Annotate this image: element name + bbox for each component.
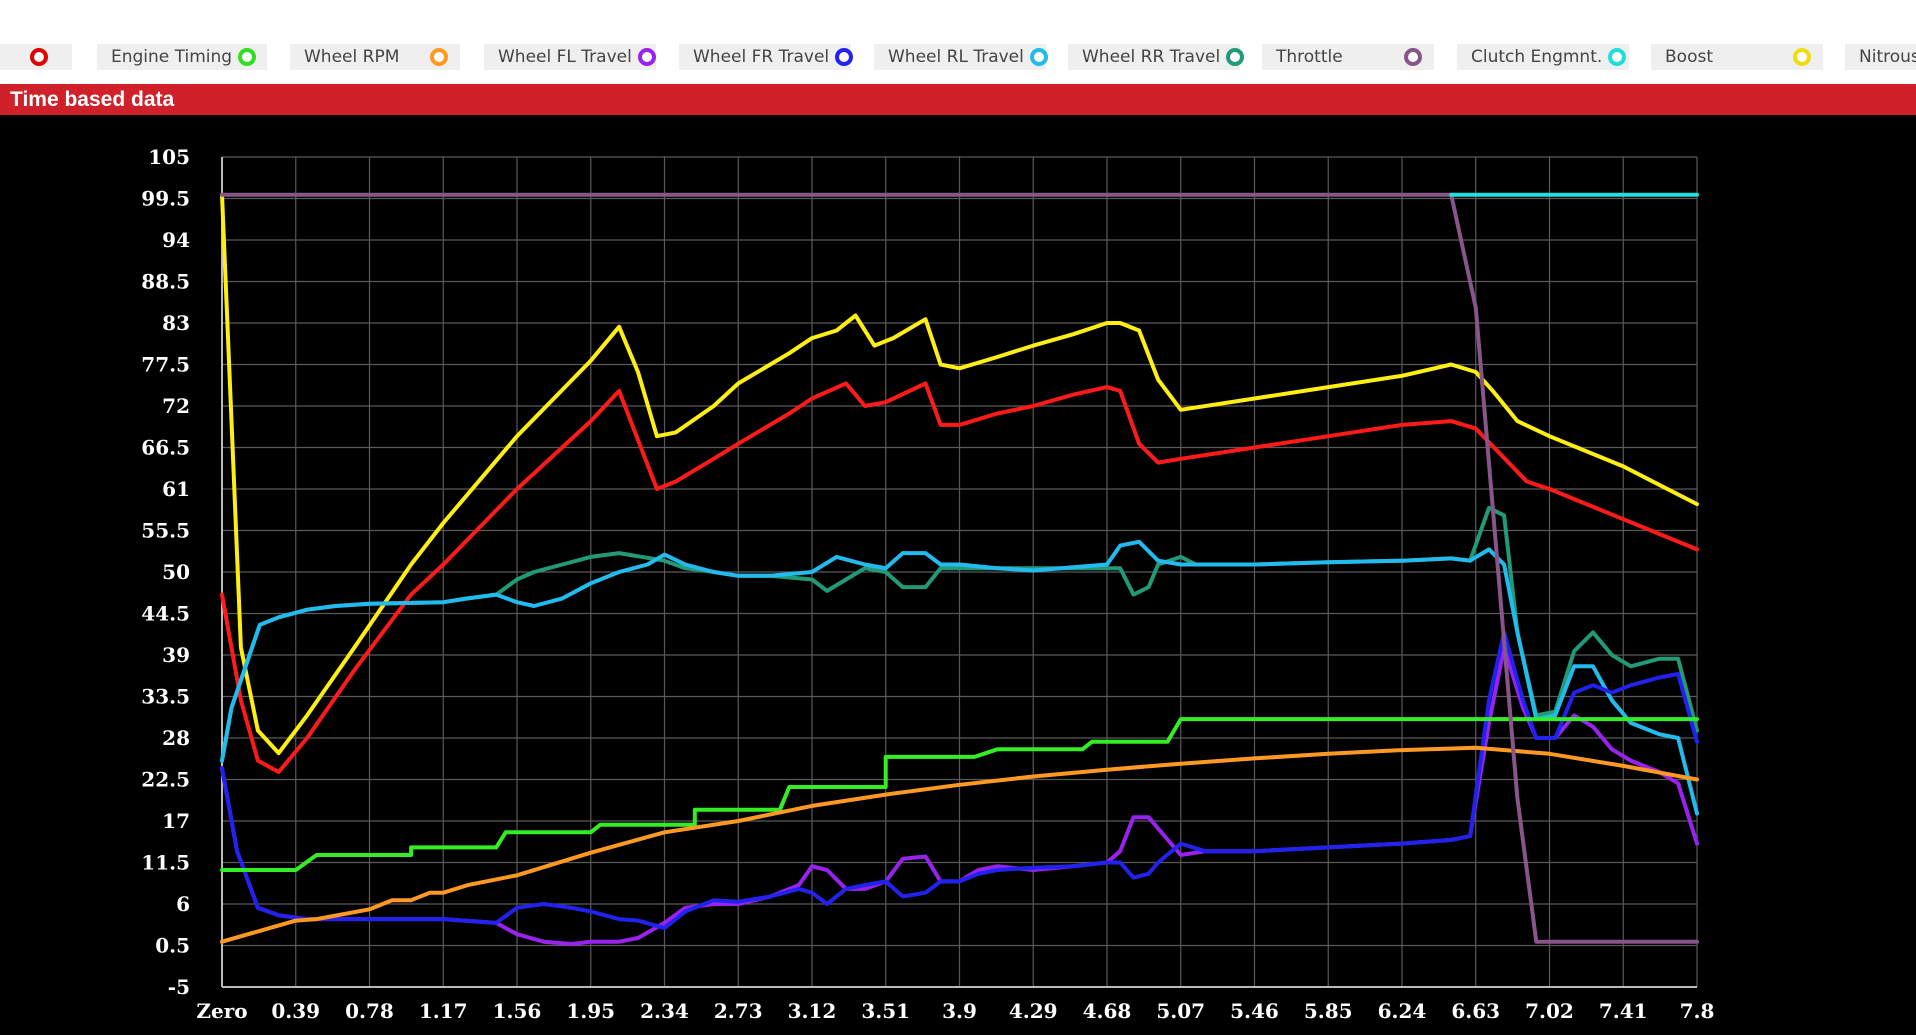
y-tick-label: 88.5 — [141, 270, 190, 294]
legend-color-icon — [1029, 48, 1048, 66]
legend-color-icon — [1226, 48, 1245, 66]
legend-item[interactable]: Throttle — [1262, 44, 1434, 70]
legend-color-icon — [835, 48, 854, 66]
x-tick-label: 6.24 — [1378, 999, 1427, 1023]
legend-color-icon — [430, 48, 448, 66]
x-tick-label: 7.41 — [1599, 999, 1648, 1023]
legend-color-icon — [1608, 48, 1627, 66]
x-tick-label: 5.07 — [1156, 999, 1205, 1023]
y-tick-label: 83 — [162, 311, 190, 335]
x-tick-label: 0.78 — [345, 999, 394, 1023]
legend-item[interactable]: Boost — [1651, 44, 1823, 70]
legend-label: Wheel RL Travel — [888, 47, 1024, 67]
series-line — [220, 192, 1699, 944]
legend-color-icon — [637, 48, 656, 66]
series-line — [220, 745, 1699, 944]
x-tick-label: 5.46 — [1230, 999, 1279, 1023]
line-chart: 105 99.5 94 88.5 83 77.5 72 66.5 61 55.5 50 44.5 39 3… — [141, 145, 1715, 1023]
x-tick-label: 1.56 — [493, 999, 542, 1023]
chart-title-bar: Time based data — [0, 84, 1916, 115]
legend-color-icon — [30, 48, 48, 66]
series-line — [220, 630, 1699, 931]
legend-label: Boost — [1665, 47, 1713, 67]
legend-label: Nitrous — [1859, 47, 1916, 67]
x-tick-label: 3.51 — [861, 999, 910, 1023]
series-line — [220, 381, 1699, 774]
legend-item[interactable]: Nitrous — [1845, 44, 1916, 70]
legend-item[interactable]: Engine Timing — [97, 44, 267, 70]
legend-label: Throttle — [1276, 47, 1343, 67]
y-tick-label: 17 — [162, 809, 190, 833]
x-tick-label: 2.34 — [640, 999, 689, 1023]
y-tick-label: 0.5 — [155, 934, 190, 958]
legend-label: Wheel RR Travel — [1082, 47, 1221, 67]
y-tick-label: 22.5 — [141, 768, 190, 792]
x-tick-label: 4.29 — [1009, 999, 1058, 1023]
x-tick-label: 1.95 — [566, 999, 615, 1023]
legend-color-icon — [1404, 48, 1422, 66]
x-tick-label: Zero — [196, 999, 247, 1023]
y-tick-label: 72 — [162, 394, 190, 418]
legend-item[interactable]: Wheel FR Travel — [679, 44, 854, 70]
y-tick-label: 44.5 — [141, 602, 190, 626]
y-tick-label: -5 — [168, 975, 190, 999]
y-tick-label: 66.5 — [141, 436, 190, 460]
x-tick-label: 2.73 — [714, 999, 763, 1023]
chart-area: 105 99.5 94 88.5 83 77.5 72 66.5 61 55.5 50 44.5 39 3… — [0, 115, 1916, 1035]
chart-title: Time based data — [10, 88, 175, 111]
x-tick-label: 6.63 — [1451, 999, 1500, 1023]
legend-label: Wheel FR Travel — [693, 47, 830, 67]
x-tick-label: 0.39 — [271, 999, 320, 1023]
y-tick-label: 50 — [162, 560, 190, 584]
y-tick-label: 11.5 — [141, 851, 190, 875]
series-line — [220, 192, 1699, 756]
x-tick-label: 4.68 — [1083, 999, 1132, 1023]
legend-bar: Engine Timing Wheel RPM Wheel FL Travel Whe… — [0, 0, 1916, 84]
y-tick-label: 77.5 — [141, 353, 190, 377]
y-tick-label: 55.5 — [141, 519, 190, 543]
legend-label: Wheel FL Travel — [498, 47, 632, 67]
series-line — [220, 539, 1699, 816]
y-tick-label: 61 — [162, 477, 190, 501]
x-tick-label: 5.85 — [1304, 999, 1353, 1023]
x-tick-label: 3.12 — [788, 999, 837, 1023]
legend-item[interactable] — [0, 44, 72, 70]
y-tick-label: 99.5 — [141, 187, 190, 211]
legend-label: Engine Timing — [111, 47, 233, 67]
legend-color-icon — [238, 48, 257, 66]
x-tick-label: 7.02 — [1525, 999, 1574, 1023]
legend-color-icon — [1793, 48, 1811, 66]
legend-item[interactable]: Wheel RPM — [290, 44, 460, 70]
y-tick-label: 94 — [162, 228, 190, 252]
legend-label: Wheel RPM — [304, 47, 400, 67]
y-tick-label: 39 — [162, 643, 190, 667]
x-tick-label: 7.8 — [1680, 999, 1715, 1023]
y-tick-label: 33.5 — [141, 685, 190, 709]
y-tick-label: 28 — [162, 726, 190, 750]
legend-item[interactable]: Wheel FL Travel — [484, 44, 656, 70]
legend-item[interactable]: Wheel RL Travel — [874, 44, 1048, 70]
x-tick-label: 3.9 — [942, 999, 977, 1023]
legend-item[interactable]: Clutch Engmnt. — [1457, 44, 1629, 70]
y-tick-label: 6 — [176, 892, 190, 916]
x-tick-label: 1.17 — [419, 999, 468, 1023]
series-line — [220, 717, 1699, 872]
legend-item[interactable]: Wheel RR Travel — [1068, 44, 1245, 70]
legend-label: Clutch Engmnt. — [1471, 47, 1603, 67]
y-tick-label: 105 — [148, 145, 190, 169]
